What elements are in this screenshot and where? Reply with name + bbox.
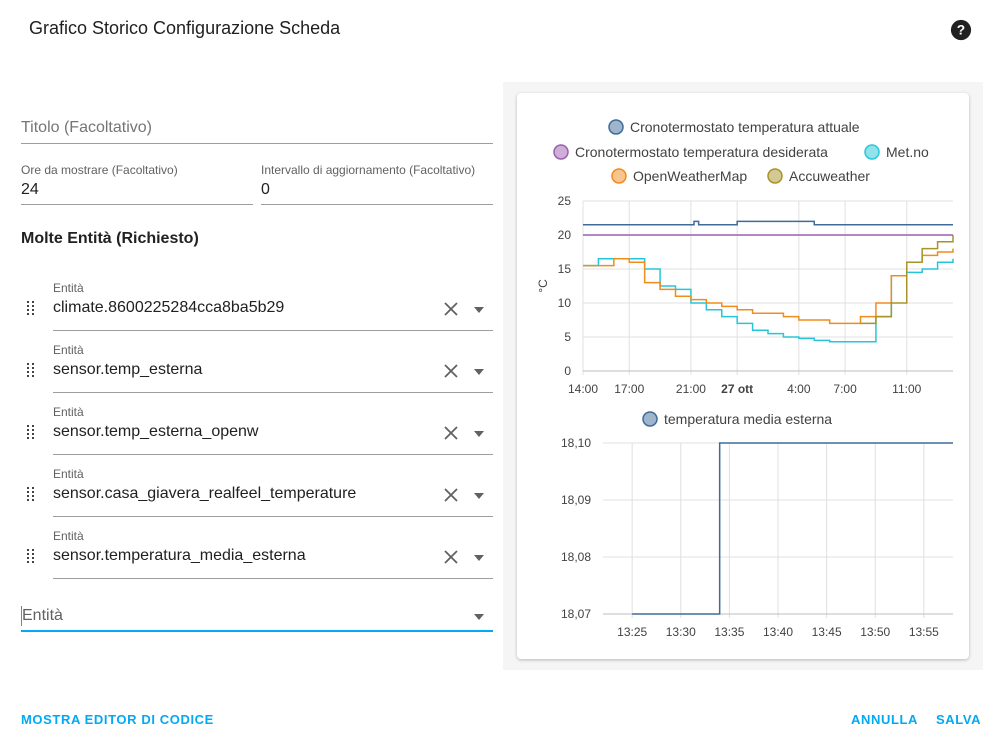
y-axis-label: °C — [536, 279, 550, 293]
entity-row: Entità climate.8600225284cca8ba5b29 — [21, 279, 493, 331]
refresh-interval-value: 0 — [261, 181, 270, 198]
show-code-editor-button[interactable]: MOSTRA EDITOR DI CODICE — [21, 712, 214, 727]
dialog-title: Grafico Storico Configurazione Scheda — [29, 18, 341, 38]
legend-label: Met.no — [886, 144, 929, 160]
title-field[interactable]: Titolo (Facoltativo) — [21, 112, 493, 144]
entity-row: Entità sensor.casa_giavera_realfeel_temp… — [21, 465, 493, 517]
refresh-interval-label: Intervallo di aggiornamento (Facoltativo… — [261, 163, 476, 177]
legend-label: temperatura media esterna — [664, 411, 832, 427]
legend-marker — [767, 168, 783, 184]
legend-marker — [611, 168, 627, 184]
legend-marker — [642, 411, 658, 427]
y-tick-label: 18,09 — [561, 493, 591, 507]
x-tick-label: 17:00 — [614, 382, 644, 396]
drag-handle-icon[interactable] — [26, 301, 38, 315]
y-tick-label: 18,07 — [561, 607, 591, 621]
x-tick-label: 14:00 — [568, 382, 598, 396]
legend-label: Cronotermostato temperatura desiderata — [575, 144, 828, 160]
clear-icon[interactable] — [443, 301, 459, 317]
entity-value: sensor.temperatura_media_esterna — [53, 547, 306, 564]
legend-marker — [553, 144, 569, 160]
chevron-down-icon[interactable] — [474, 614, 484, 620]
title-placeholder: Titolo (Facoltativo) — [21, 119, 152, 136]
entity-label: Entità — [53, 467, 84, 481]
y-tick-label: 18,10 — [561, 436, 591, 450]
entity-label: Entità — [53, 343, 84, 357]
x-tick-label: 21:00 — [676, 382, 706, 396]
new-entity-placeholder: Entità — [22, 607, 63, 624]
chevron-down-icon[interactable] — [474, 555, 484, 561]
cancel-button[interactable]: ANNULLA — [851, 712, 919, 727]
entity-value: sensor.casa_giavera_realfeel_temperature — [53, 485, 357, 502]
history-graph-svg: Cronotermostato temperatura attuale Crono… — [536, 119, 954, 639]
clear-icon[interactable] — [443, 549, 459, 565]
x-tick-label: 27 ott — [721, 382, 753, 396]
x-tick-label: 11:00 — [892, 382, 921, 396]
legend-marker — [608, 119, 624, 135]
help-circle-icon[interactable]: ? — [950, 19, 972, 41]
refresh-interval-field[interactable]: Intervallo di aggiornamento (Facoltativo… — [261, 162, 493, 205]
entity-input[interactable]: Entità sensor.casa_giavera_realfeel_temp… — [53, 465, 493, 517]
entity-label: Entità — [53, 529, 84, 543]
entity-row: Entità sensor.temp_esterna_openw — [21, 403, 493, 455]
x-tick-label: 13:30 — [666, 625, 696, 639]
x-tick-label: 13:25 — [617, 625, 647, 639]
history-graph-card: Cronotermostato temperatura attuale Crono… — [517, 93, 969, 659]
entity-label: Entità — [53, 281, 84, 295]
y-tick-label: 20 — [558, 228, 572, 242]
series-line — [860, 235, 954, 325]
save-button[interactable]: SALVA — [936, 712, 982, 727]
series-line — [583, 220, 953, 226]
entity-value: climate.8600225284cca8ba5b29 — [53, 299, 285, 316]
entity-input[interactable]: Entità sensor.temp_esterna — [53, 341, 493, 393]
text-caret — [21, 606, 22, 626]
chevron-down-icon[interactable] — [474, 307, 484, 313]
legend-marker — [864, 144, 880, 160]
drag-handle-icon[interactable] — [26, 487, 38, 501]
x-tick-label: 13:45 — [812, 625, 842, 639]
chevron-down-icon[interactable] — [474, 431, 484, 437]
y-tick-label: 15 — [558, 262, 572, 276]
x-tick-label: 7:00 — [833, 382, 857, 396]
entity-row: Entità sensor.temperatura_media_esterna — [21, 527, 493, 579]
entity-input[interactable]: Entità sensor.temp_esterna_openw — [53, 403, 493, 455]
hours-label: Ore da mostrare (Facoltativo) — [21, 163, 178, 177]
y-tick-label: 18,08 — [561, 550, 591, 564]
x-tick-label: 4:00 — [787, 382, 811, 396]
hours-field[interactable]: Ore da mostrare (Facoltativo) 24 — [21, 162, 253, 205]
x-tick-label: 13:35 — [714, 625, 744, 639]
y-tick-label: 0 — [564, 364, 571, 378]
drag-handle-icon[interactable] — [26, 549, 38, 563]
clear-icon[interactable] — [443, 425, 459, 441]
clear-icon[interactable] — [443, 363, 459, 379]
y-tick-label: 5 — [564, 330, 571, 344]
x-tick-label: 13:55 — [909, 625, 939, 639]
legend-label: Cronotermostato temperatura attuale — [630, 119, 860, 135]
x-tick-label: 13:50 — [860, 625, 890, 639]
y-tick-label: 10 — [558, 296, 572, 310]
legend-label: Accuweather — [789, 168, 870, 184]
entity-input[interactable]: Entità sensor.temperatura_media_esterna — [53, 527, 493, 579]
entity-label: Entità — [53, 405, 84, 419]
svg-text:?: ? — [957, 23, 965, 38]
hours-value: 24 — [21, 181, 39, 198]
entity-row: Entità sensor.temp_esterna — [21, 341, 493, 393]
x-tick-label: 13:40 — [763, 625, 793, 639]
entities-section-title: Molte Entità (Richiesto) — [21, 230, 199, 247]
chevron-down-icon[interactable] — [474, 493, 484, 499]
y-tick-label: 25 — [558, 194, 572, 208]
clear-icon[interactable] — [443, 487, 459, 503]
legend-label: OpenWeatherMap — [633, 168, 747, 184]
series-line — [583, 248, 954, 325]
series-line — [583, 258, 954, 343]
entity-value: sensor.temp_esterna — [53, 361, 203, 378]
entity-value: sensor.temp_esterna_openw — [53, 423, 259, 440]
new-entity-input[interactable]: Entità — [21, 598, 493, 632]
chevron-down-icon[interactable] — [474, 369, 484, 375]
drag-handle-icon[interactable] — [26, 425, 38, 439]
series-line — [632, 442, 953, 615]
drag-handle-icon[interactable] — [26, 363, 38, 377]
entity-input[interactable]: Entità climate.8600225284cca8ba5b29 — [53, 279, 493, 331]
